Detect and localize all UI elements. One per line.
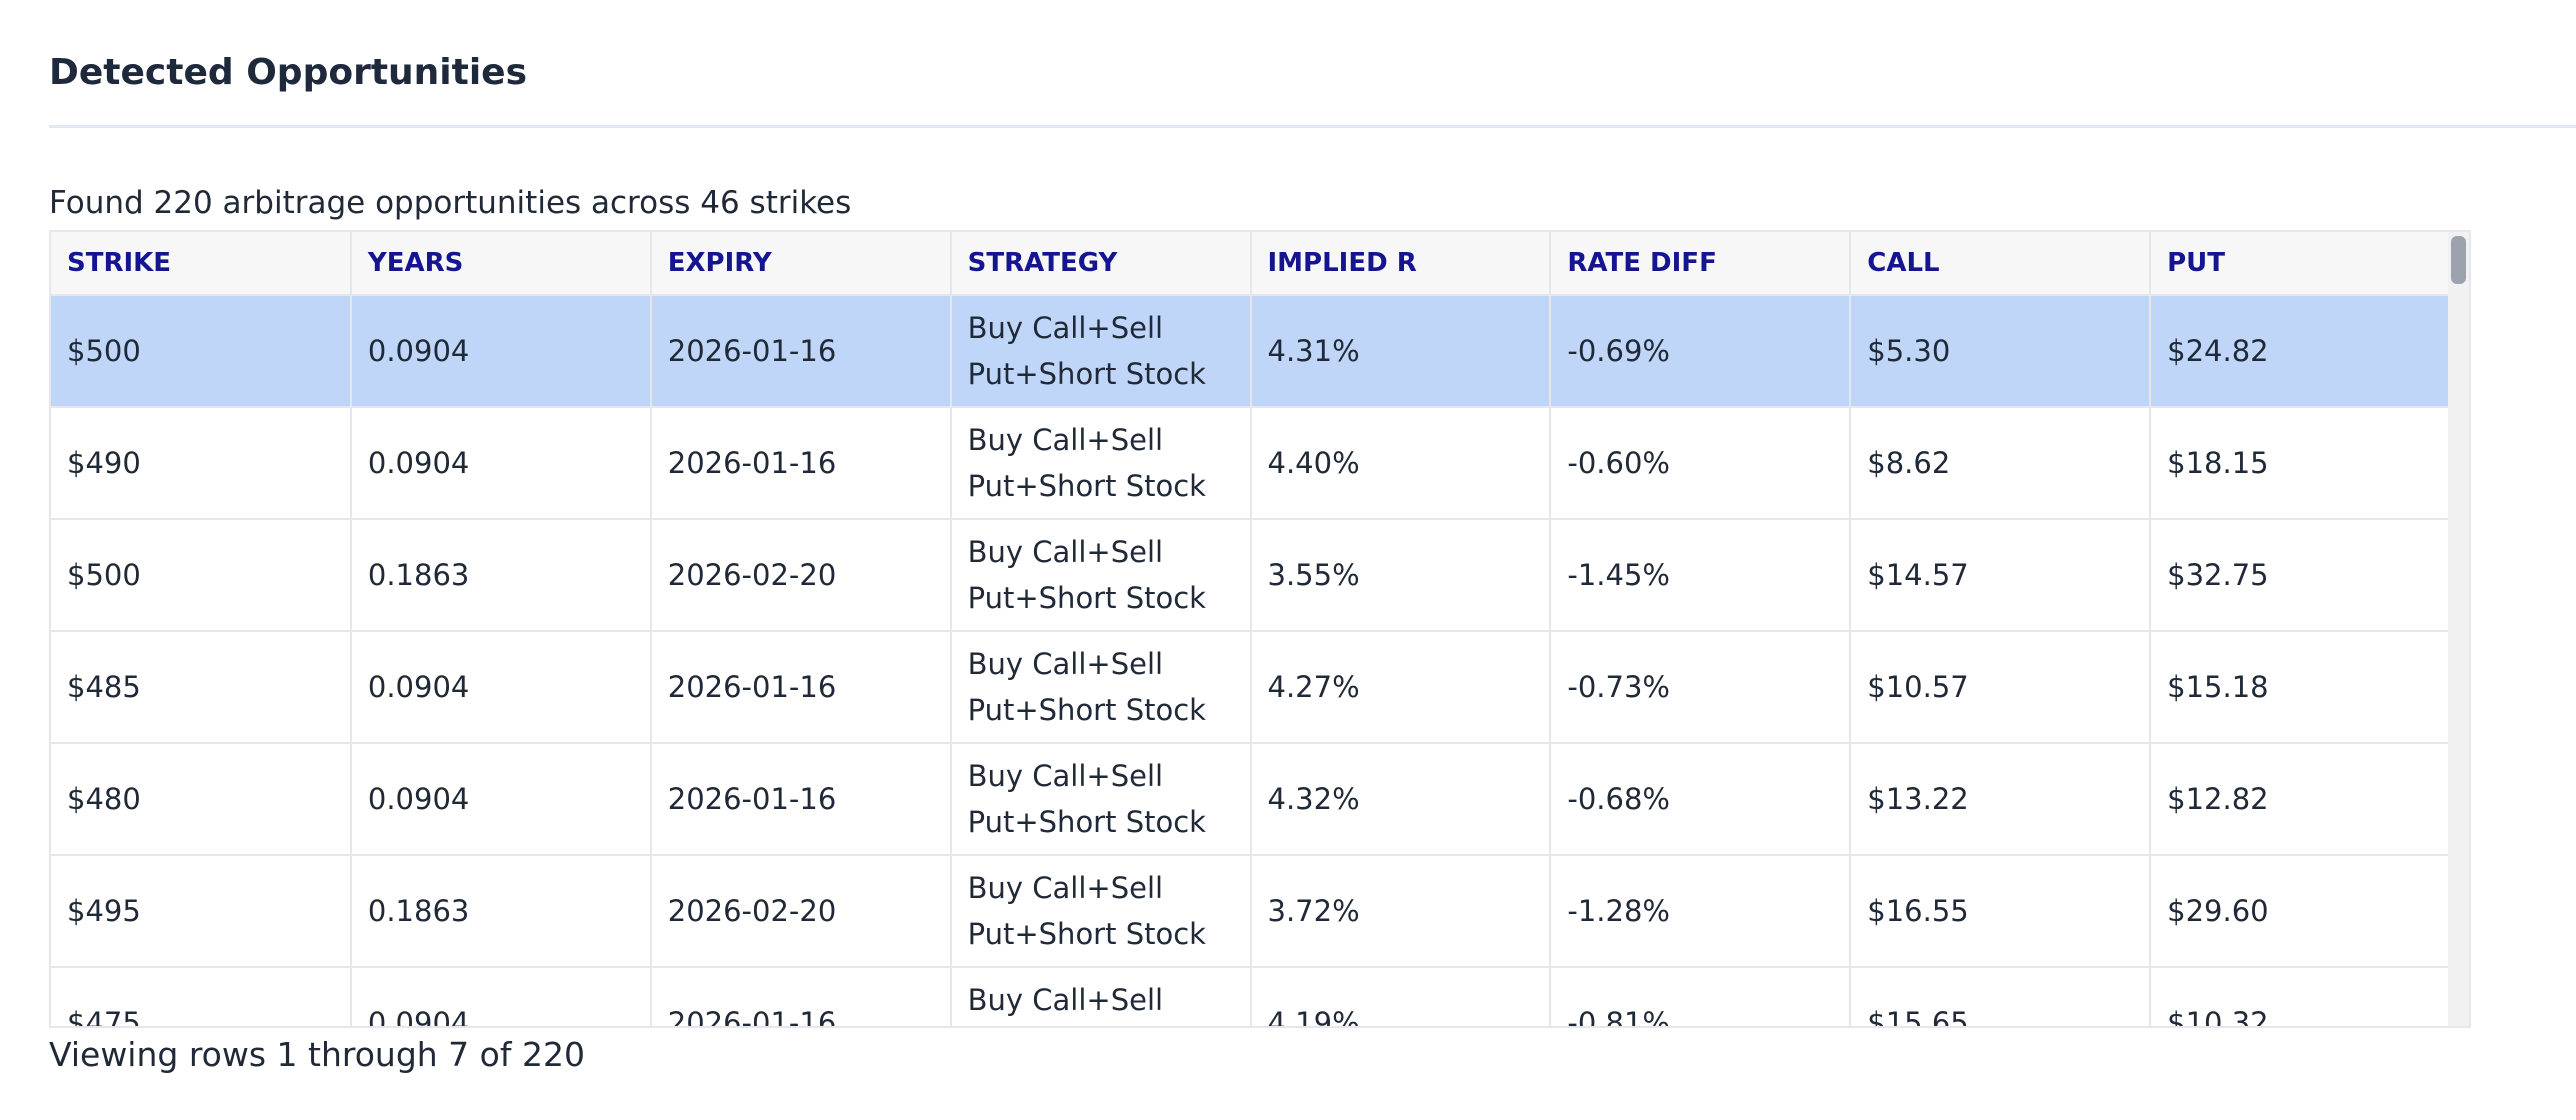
table-cell: Buy Call+Sell Put+Short Stock: [950, 967, 1252, 1026]
table-cell: $24.82: [2150, 295, 2451, 408]
table-cell: 2026-01-16: [650, 295, 952, 408]
table-cell: 2026-02-20: [650, 519, 952, 632]
column-header[interactable]: PUT: [2150, 232, 2451, 296]
table-row[interactable]: $500 0.0904 2026-01-16 Buy Call+Sell Put+Sh…: [51, 295, 2451, 408]
table-cell: $13.22: [1850, 743, 2152, 856]
summary-text: Found 220 arbitrage opportunities across…: [49, 185, 852, 221]
table-cell: 2026-01-16: [650, 967, 952, 1026]
table-cell: -0.69%: [1550, 295, 1852, 408]
table-cell: 4.40%: [1250, 407, 1552, 520]
table-cell: 0.1863: [350, 855, 652, 968]
table-cell: 0.0904: [350, 407, 652, 520]
column-header[interactable]: CALL: [1850, 232, 2152, 296]
table-cell: Buy Call+Sell Put+Short Stock: [950, 631, 1252, 744]
table-cell: $485: [51, 631, 352, 744]
table-cell: -1.45%: [1550, 519, 1852, 632]
table-row[interactable]: $500 0.1863 2026-02-20 Buy Call+Sell Put+Sh…: [51, 519, 2451, 632]
table-cell: $500: [51, 519, 352, 632]
table-cell: -0.68%: [1550, 743, 1852, 856]
column-header[interactable]: STRIKE: [51, 232, 352, 296]
scroll-thumb[interactable]: [2451, 236, 2466, 284]
table-cell: 0.0904: [350, 967, 652, 1026]
table-cell: Buy Call+Sell Put+Short Stock: [950, 743, 1252, 856]
table-cell: Buy Call+Sell Put+Short Stock: [950, 407, 1252, 520]
column-header[interactable]: EXPIRY: [650, 232, 952, 296]
table-cell: $8.62: [1850, 407, 2152, 520]
table-cell: $480: [51, 743, 352, 856]
table-row[interactable]: $485 0.0904 2026-01-16 Buy Call+Sell Put+Sh…: [51, 631, 2451, 744]
table-cell: 0.1863: [350, 519, 652, 632]
table-cell: 4.31%: [1250, 295, 1552, 408]
table-cell: 0.0904: [350, 743, 652, 856]
table-cell: 3.72%: [1250, 855, 1552, 968]
column-header[interactable]: IMPLIED R: [1250, 232, 1552, 296]
table-cell: 4.32%: [1250, 743, 1552, 856]
table-cell: $29.60: [2150, 855, 2451, 968]
table-cell: $12.82: [2150, 743, 2451, 856]
table-cell: 2026-01-16: [650, 743, 952, 856]
table-cell: $15.65: [1850, 967, 2152, 1026]
table-cell: 0.0904: [350, 295, 652, 408]
table-cell: $16.55: [1850, 855, 2152, 968]
table-cell: -0.81%: [1550, 967, 1852, 1026]
table-cell: 0.0904: [350, 631, 652, 744]
table-cell: $14.57: [1850, 519, 2152, 632]
column-header[interactable]: STRATEGY: [950, 232, 1252, 296]
table-cell: 2026-02-20: [650, 855, 952, 968]
table-cell: 2026-01-16: [650, 407, 952, 520]
table: STRIKE YEARS EXPIRY STRATEGY IMPLIED R RATE D…: [51, 232, 2451, 1026]
table-cell: 2026-01-16: [650, 631, 952, 744]
table-cell: Buy Call+Sell Put+Short Stock: [950, 295, 1252, 408]
table-cell: 4.19%: [1250, 967, 1552, 1026]
table-cell: $5.30: [1850, 295, 2152, 408]
scrollbar[interactable]: [2448, 232, 2469, 1026]
table-cell: $10.32: [2150, 967, 2451, 1026]
table-row[interactable]: $490 0.0904 2026-01-16 Buy Call+Sell Put+Sh…: [51, 407, 2451, 520]
table-row[interactable]: $495 0.1863 2026-02-20 Buy Call+Sell Put+Sh…: [51, 855, 2451, 968]
table-cell: Buy Call+Sell Put+Short Stock: [950, 855, 1252, 968]
table-cell: Buy Call+Sell Put+Short Stock: [950, 519, 1252, 632]
table-cell: $15.18: [2150, 631, 2451, 744]
data-grid: STRIKE YEARS EXPIRY STRATEGY IMPLIED R RATE D…: [49, 230, 2471, 1028]
table-cell: $500: [51, 295, 352, 408]
header-row: STRIKE YEARS EXPIRY STRATEGY IMPLIED R RATE D…: [51, 232, 2451, 296]
table-cell: 3.55%: [1250, 519, 1552, 632]
table-cell: -1.28%: [1550, 855, 1852, 968]
table-cell: $490: [51, 407, 352, 520]
table-cell: -0.60%: [1550, 407, 1852, 520]
table-cell: -0.73%: [1550, 631, 1852, 744]
table-cell: $18.15: [2150, 407, 2451, 520]
row-status: Viewing rows 1 through 7 of 220: [49, 1035, 585, 1074]
table-row[interactable]: $480 0.0904 2026-01-16 Buy Call+Sell Put+Sh…: [51, 743, 2451, 856]
column-header[interactable]: RATE DIFF: [1550, 232, 1852, 296]
table-cell: $495: [51, 855, 352, 968]
section-title: Detected Opportunities: [49, 52, 528, 93]
table-cell: $475: [51, 967, 352, 1026]
table-cell: $10.57: [1850, 631, 2152, 744]
table-cell: 4.27%: [1250, 631, 1552, 744]
divider: [49, 125, 2576, 128]
table-cell: $32.75: [2150, 519, 2451, 632]
column-header[interactable]: YEARS: [350, 232, 652, 296]
